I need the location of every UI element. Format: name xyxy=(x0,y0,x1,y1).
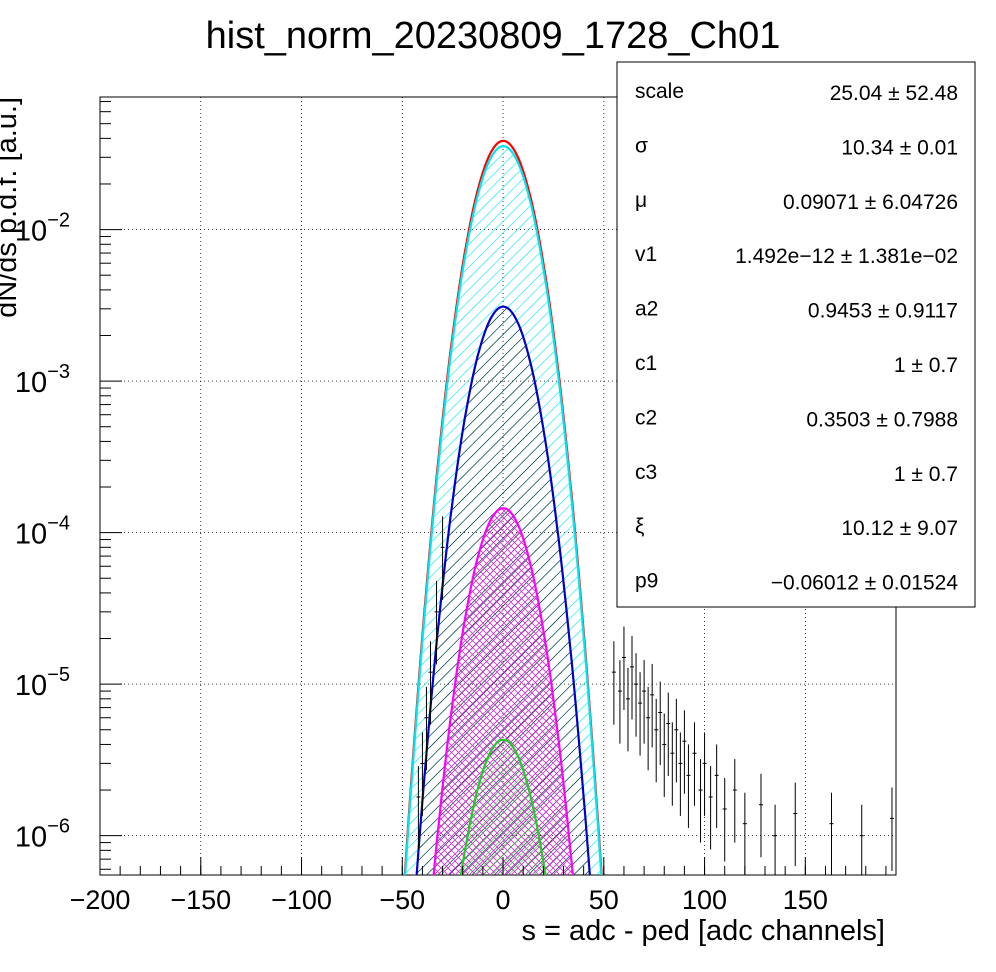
stats-param-value: 1 ± 0.7 xyxy=(894,354,958,377)
stats-param-name: c3 xyxy=(635,461,657,484)
axis-ticks: −200 −150 −100 −50 0 50 100 150 10−2 10−3 10−4 10−5… xyxy=(15,101,887,915)
stats-param-value: 0.9453 ± 0.9117 xyxy=(808,300,958,323)
stats-param-value: 25.04 ± 52.48 xyxy=(830,82,958,105)
stats-param-name: c2 xyxy=(635,406,657,429)
x-tick-label: 50 xyxy=(589,885,619,915)
curve-fill-4 xyxy=(460,739,546,875)
y-tick-label: 10−3 xyxy=(15,361,70,399)
y-tick-label: 10−2 xyxy=(15,210,70,248)
fit-curves xyxy=(403,139,603,875)
y-axis-label: dN/ds p.d.f. [a.u.] xyxy=(0,97,23,318)
x-tick-label: 150 xyxy=(783,885,828,915)
fit-curve-2 xyxy=(415,305,591,875)
x-tick-label: −50 xyxy=(379,885,425,915)
fit-curve-4 xyxy=(459,738,547,875)
stats-param-value: −0.06012 ± 0.01524 xyxy=(771,572,959,595)
stats-param-name: σ xyxy=(635,134,648,157)
fit-curve-1 xyxy=(404,145,603,875)
stats-param-value: 10.34 ± 0.01 xyxy=(841,136,958,159)
fit-stats-box: scale 25.04 ± 52.48 σ 10.34 ± 0.01 μ 0.09071 … xyxy=(616,61,976,608)
stats-param-name: ξ xyxy=(635,515,644,538)
stats-param-value: 0.09071 ± 6.04726 xyxy=(783,191,958,214)
stats-box-frame xyxy=(616,61,976,608)
stats-param-value: 1.492e−12 ± 1.381e−02 xyxy=(735,245,958,268)
fit-curve-3 xyxy=(432,507,574,875)
x-axis-label: s = adc - ped [adc channels] xyxy=(521,915,885,947)
y-tick-label: 10−6 xyxy=(15,816,70,854)
y-tick-label: 10−5 xyxy=(15,664,70,702)
stats-param-value: 10.12 ± 9.07 xyxy=(841,517,958,540)
data-points xyxy=(416,516,894,875)
stats-param-name: p9 xyxy=(635,570,658,593)
stats-param-name: a2 xyxy=(635,298,658,321)
stats-param-name: μ xyxy=(635,189,647,212)
stats-param-name: scale xyxy=(635,80,684,103)
x-tick-label: 100 xyxy=(682,885,727,915)
stats-param-value: 0.3503 ± 0.7988 xyxy=(806,408,958,431)
x-tick-label: 0 xyxy=(496,885,511,915)
x-tick-label: −150 xyxy=(170,885,231,915)
stats-param-name: v1 xyxy=(635,243,657,266)
x-tick-label: −100 xyxy=(271,885,332,915)
y-tick-label: 10−4 xyxy=(15,513,70,551)
stats-param-name: c1 xyxy=(635,352,657,375)
x-tick-label: −200 xyxy=(70,885,131,915)
curve-fill-3 xyxy=(433,508,573,875)
chart-title: hist_norm_20230809_1728_Ch01 xyxy=(206,15,781,57)
stats-param-value: 1 ± 0.7 xyxy=(894,463,958,486)
